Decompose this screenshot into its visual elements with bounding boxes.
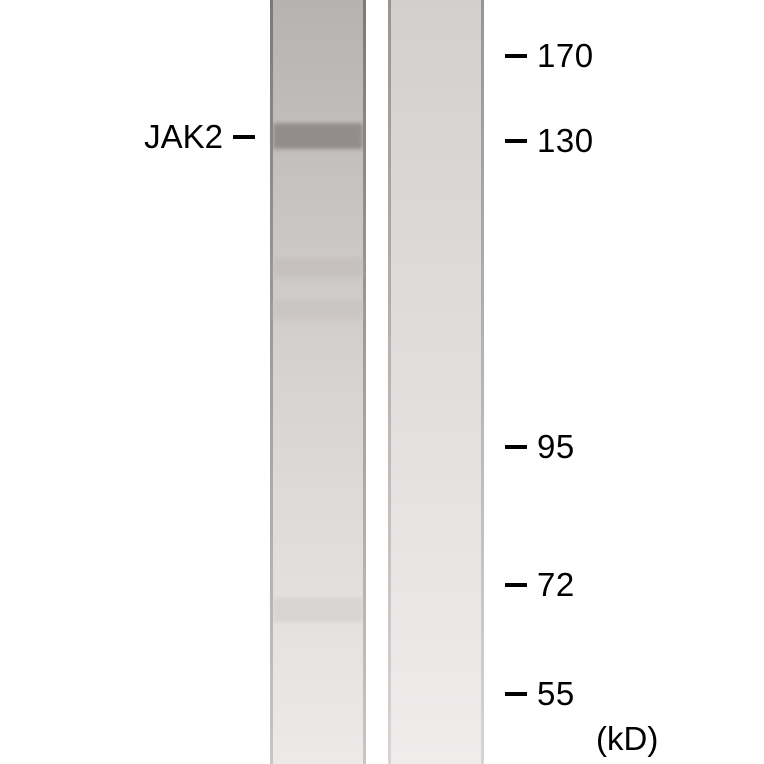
- marker-tick-icon: [505, 54, 527, 58]
- marker-label: 95: [537, 428, 575, 466]
- lane-1-edge-left: [270, 0, 273, 764]
- marker-tick-icon: [505, 445, 527, 449]
- marker-130: 130: [505, 122, 594, 160]
- marker-tick-icon: [505, 583, 527, 587]
- lane-1-edge-right: [363, 0, 366, 764]
- unit-label: (kD): [596, 720, 658, 758]
- protein-label-row: JAK2: [144, 118, 255, 156]
- lane-1: [270, 0, 366, 764]
- lane-2: [388, 0, 484, 764]
- marker-tick-icon: [505, 692, 527, 696]
- marker-72: 72: [505, 566, 575, 604]
- protein-label: JAK2: [144, 118, 223, 156]
- marker-label: 170: [537, 37, 594, 75]
- band-faint-600: [273, 598, 363, 622]
- band-faint-260: [273, 258, 363, 278]
- marker-170: 170: [505, 37, 594, 75]
- lane-2-edge-right: [481, 0, 484, 764]
- marker-label: 130: [537, 122, 594, 160]
- marker-label: 55: [537, 675, 575, 713]
- western-blot-figure: JAK2 170 130 95 72 55 (kD): [0, 0, 764, 764]
- marker-95: 95: [505, 428, 575, 466]
- marker-tick-icon: [505, 139, 527, 143]
- protein-label-tick-icon: [233, 135, 255, 139]
- band-faint-300: [273, 300, 363, 320]
- marker-label: 72: [537, 566, 575, 604]
- lane-2-edge-left: [388, 0, 391, 764]
- band-jak2: [273, 123, 363, 149]
- marker-55: 55: [505, 675, 575, 713]
